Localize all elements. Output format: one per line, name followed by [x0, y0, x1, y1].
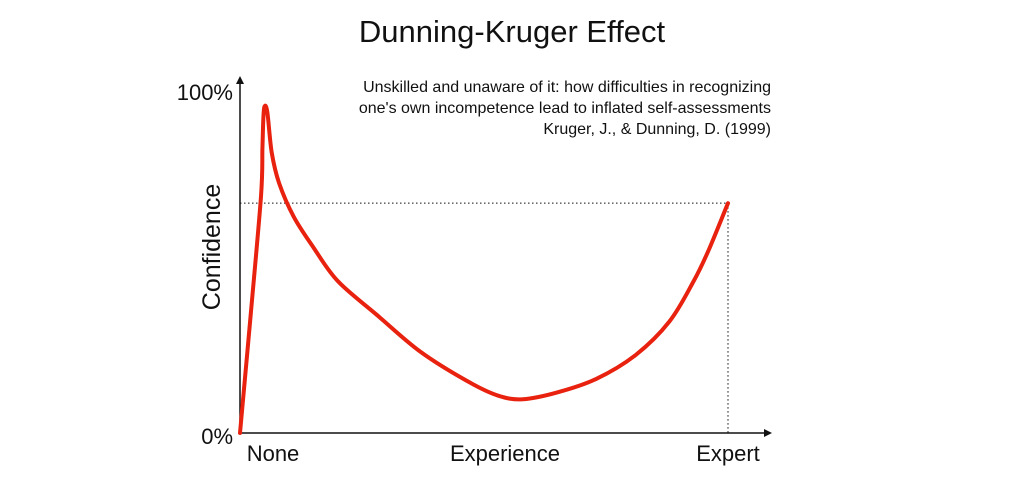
y-axis-arrow [236, 76, 244, 84]
reference-lines [240, 202, 729, 433]
x-tick-label-expert: Expert [696, 441, 760, 466]
chart-title: Dunning-Kruger Effect [359, 14, 666, 49]
x-axis-arrow [764, 429, 772, 437]
y-tick-label-0: 0% [201, 424, 233, 449]
annotation-line-3: Kruger, J., & Dunning, D. (1999) [543, 121, 771, 138]
y-tick-label-100: 100% [177, 80, 233, 105]
y-axis-label: Confidence [198, 184, 226, 310]
series-line-0 [238, 103, 730, 435]
annotation-line-1: Unskilled and unaware of it: how difficu… [363, 79, 771, 96]
axes [236, 76, 772, 437]
x-tick-label-none: None [247, 441, 300, 466]
series-group [238, 103, 730, 435]
x-tick-label-experience: Experience [450, 441, 560, 466]
annotation-line-2: one's own incompetence lead to inflated … [359, 100, 771, 117]
